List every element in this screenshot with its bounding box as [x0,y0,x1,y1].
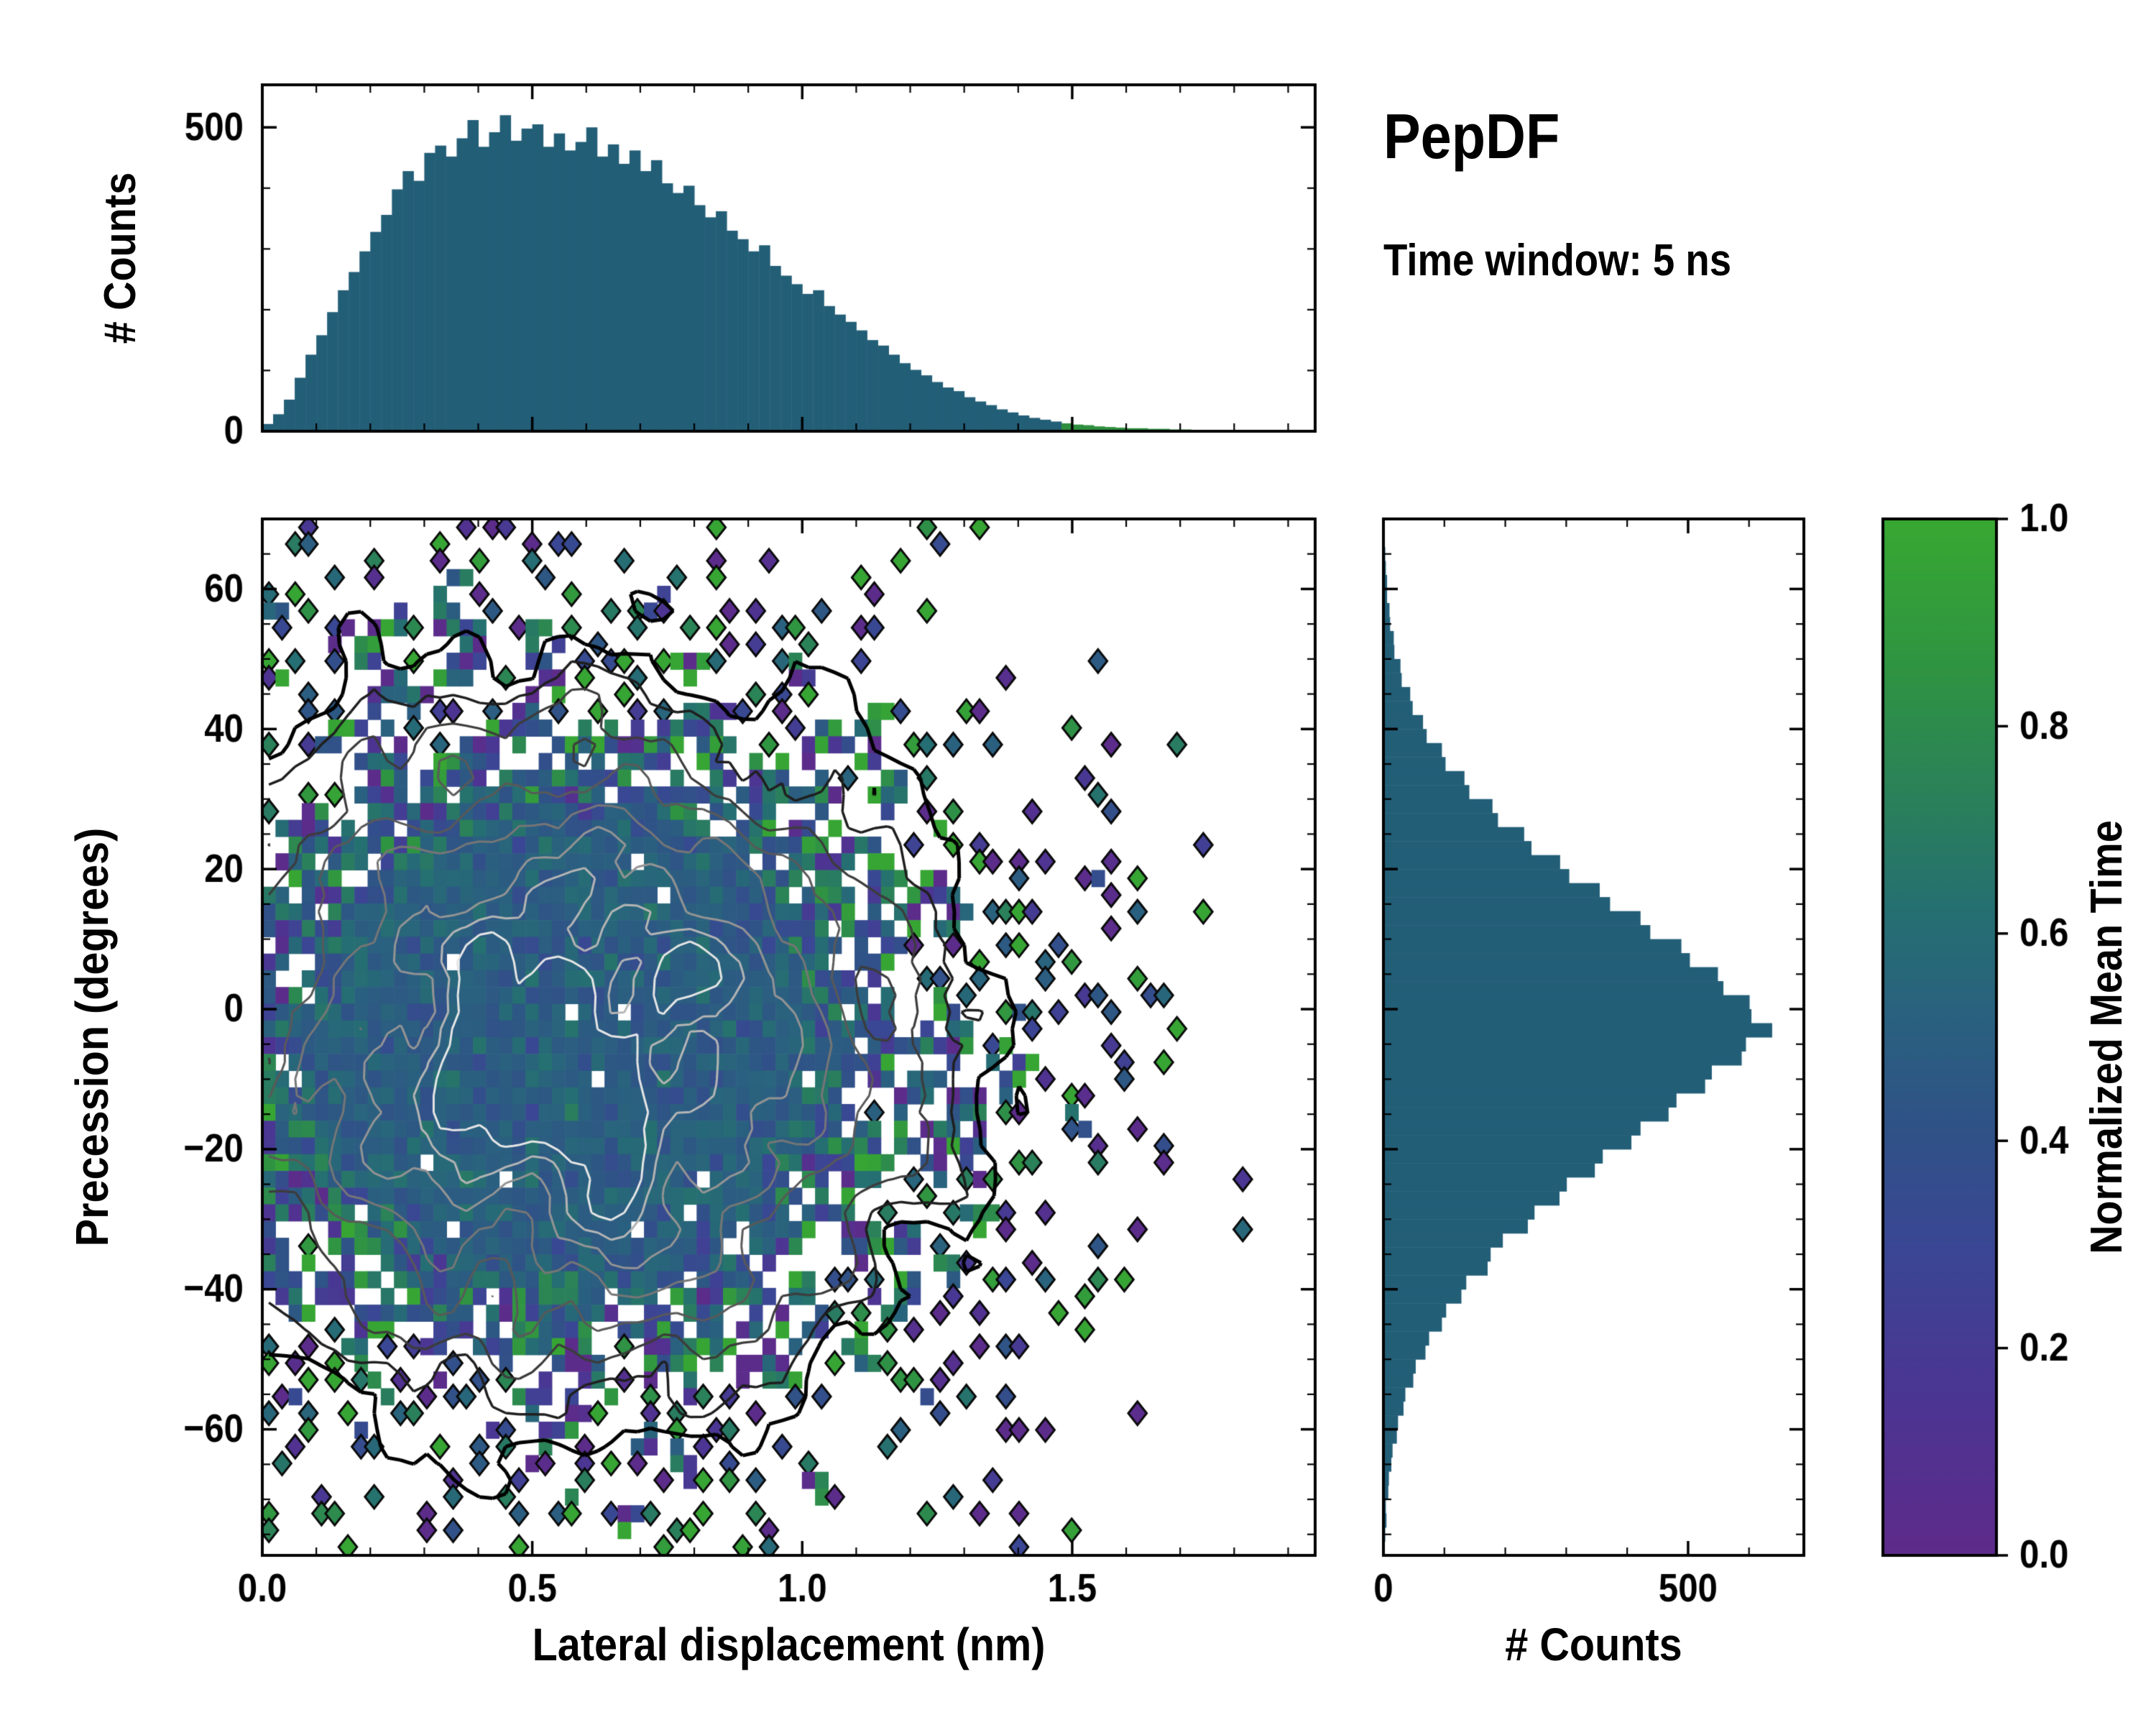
right-histogram-plot [1383,519,1804,1555]
colorbar-label: Normalized Mean Time [2082,820,2132,1254]
right-hist-xlabel: # Counts [1505,1619,1682,1670]
chart-subtitle: Time window: 5 ns [1383,236,1732,285]
main-xlabel: Lateral displacement (nm) [532,1619,1046,1670]
top-histogram-plot [262,85,1315,431]
colorbar [1883,519,1996,1555]
top-hist-ylabel: # Counts [96,172,145,344]
main-ylabel: Precession (degrees) [66,827,118,1247]
main-heatmap-plot [262,519,1315,1555]
chart-title: PepDF [1383,101,1560,172]
